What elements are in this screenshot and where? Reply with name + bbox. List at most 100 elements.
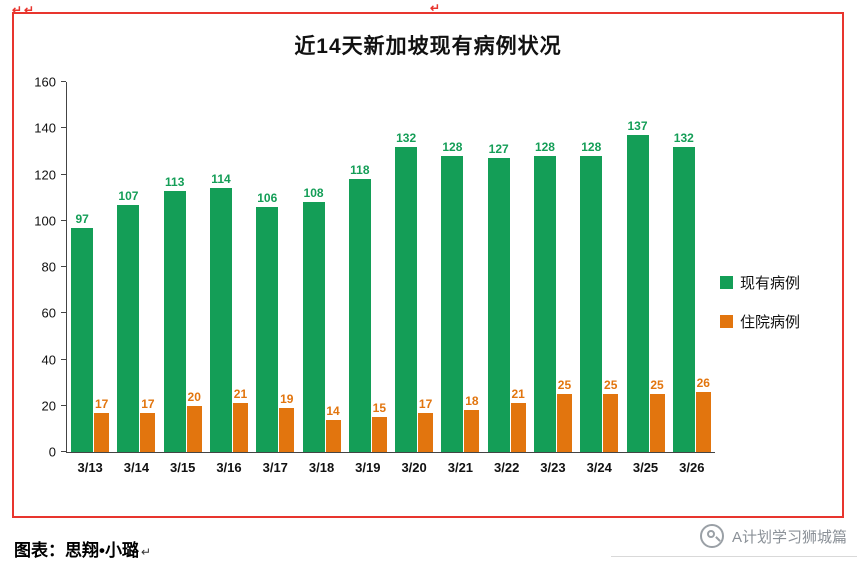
watermark-text: A计划学习狮城篇 <box>731 528 847 546</box>
y-tick-mark <box>61 173 66 175</box>
bar-value-label: 137 <box>627 119 648 134</box>
bar-group: 97 17 <box>67 82 113 452</box>
magnifier-handle-icon <box>715 536 721 542</box>
bar-现有病例: 132 <box>395 131 418 452</box>
bar-value-label: 14 <box>326 403 340 418</box>
bar-value-label: 97 <box>75 211 89 226</box>
y-tick-label: 80 <box>41 259 56 275</box>
y-tick-mark <box>61 127 66 129</box>
x-tick-label: 3/14 <box>123 460 150 475</box>
x-axis: 3/13 3/14 3/15 3/16 3/17 3/18 3/19 3/20 3/21 3/22… <box>67 460 715 475</box>
bar-value-label: 20 <box>187 389 201 404</box>
x-tick-label: 3/21 <box>447 460 474 475</box>
bar-value-label: 19 <box>280 392 294 407</box>
y-tick-label: 120 <box>34 167 56 182</box>
bar-value-label: 26 <box>696 375 710 390</box>
bar-group: 114 21 <box>206 82 252 452</box>
y-tick-label: 40 <box>41 352 56 367</box>
bar-group: 137 25 <box>622 82 668 452</box>
bar-住院病例: 17 <box>418 397 434 452</box>
x-tick-label: 3/22 <box>494 460 520 475</box>
bar-现有病例: 108 <box>302 186 325 452</box>
legend-label: 现有病例 <box>740 275 801 292</box>
bar-住院病例: 21 <box>510 387 526 452</box>
bar-group: 107 17 <box>113 82 159 452</box>
bar-value-label: 17 <box>418 396 433 411</box>
bar-group: 132 17 <box>391 82 437 452</box>
y-tick-mark <box>61 404 66 406</box>
y-tick-mark <box>61 266 66 267</box>
bar-value-label: 21 <box>233 387 248 402</box>
bar-住院病例: 26 <box>695 376 711 452</box>
bar-value-label: 113 <box>165 174 185 189</box>
legend-swatch-icon <box>720 315 733 328</box>
return-mark-icon: ↵ <box>430 1 441 15</box>
x-tick-label: 3/17 <box>262 460 288 475</box>
y-tick-label: 20 <box>41 398 56 414</box>
bar-group: 128 18 <box>437 82 483 452</box>
bar-住院病例: 20 <box>186 390 202 452</box>
bar-value-label: 118 <box>350 163 370 178</box>
bar-value-label: 25 <box>604 378 618 393</box>
bar-value-label: 15 <box>372 401 387 416</box>
x-tick-label: 3/20 <box>401 460 427 475</box>
bar-value-label: 128 <box>581 140 602 154</box>
x-tick-label: 3/19 <box>355 460 381 475</box>
bar-现有病例: 113 <box>163 175 186 452</box>
bar-group: 106 19 <box>252 82 298 452</box>
bar-现有病例: 106 <box>256 191 279 452</box>
bar-value-label: 128 <box>534 140 555 154</box>
plot-area: 97 17 107 17 113 20 114 21 106 19 108 14 118 15 132 17 1… <box>66 82 715 453</box>
x-tick-label: 3/13 <box>77 460 103 475</box>
bar-value-label: 21 <box>511 387 525 402</box>
watermark-divider <box>611 556 857 557</box>
y-tick-mark <box>61 358 66 360</box>
legend: 现有病例 住院病例 <box>720 272 800 332</box>
y-tick-mark <box>61 81 66 82</box>
y-tick-mark <box>61 312 66 314</box>
x-tick-label: 3/16 <box>216 460 242 475</box>
bar-group: 118 15 <box>345 82 391 452</box>
x-tick-label: 3/24 <box>586 460 612 475</box>
caption-label: 图表： <box>14 541 65 560</box>
watermark: A计划学习狮城篇 <box>699 524 847 548</box>
x-tick-label: 3/25 <box>632 460 659 475</box>
bar-现有病例: 107 <box>117 189 140 452</box>
y-tick-label: 0 <box>48 444 56 460</box>
magnifier-logo-icon <box>699 524 724 548</box>
chart-caption: 图表：思翔•小璐 ↵ <box>14 536 151 561</box>
y-tick-label: 60 <box>41 305 56 321</box>
bar-现有病例: 114 <box>209 172 232 452</box>
return-mark-icon: ↵ <box>24 3 35 17</box>
bar-value-label: 107 <box>118 188 139 203</box>
bar-value-label: 114 <box>211 172 231 187</box>
bar-value-label: 17 <box>94 396 109 411</box>
bar-住院病例: 17 <box>140 397 156 452</box>
bar-现有病例: 137 <box>626 119 649 452</box>
legend-swatch-icon <box>720 276 733 289</box>
return-mark-icon: ↵ <box>12 3 23 17</box>
x-tick-label: 3/26 <box>679 460 705 475</box>
return-mark-icon: ↵ <box>140 545 152 559</box>
bar-现有病例: 128 <box>441 140 464 452</box>
legend-label: 住院病例 <box>740 314 801 331</box>
bar-value-label: 18 <box>465 394 479 409</box>
bar-住院病例: 19 <box>279 392 295 452</box>
chart-frame: 近14天新加坡现有病例状况 0 20 40 60 80 100 120 140 160 97 17… <box>12 12 844 518</box>
y-axis: 0 20 40 60 80 100 120 140 160 <box>22 76 66 459</box>
caption-author: 思翔•小璐 <box>65 541 139 560</box>
bar-value-label: 132 <box>396 130 417 145</box>
bar-value-label: 132 <box>673 130 694 145</box>
legend-item: 现有病例 <box>720 272 800 293</box>
bar-住院病例: 21 <box>232 387 248 452</box>
bar-value-label: 106 <box>257 190 278 205</box>
bar-value-label: 25 <box>557 378 572 393</box>
bar-现有病例: 128 <box>533 140 556 452</box>
bar-group: 128 25 <box>576 82 622 452</box>
chart-title: 近14天新加坡现有病例状况 <box>294 35 562 58</box>
bar-住院病例: 25 <box>603 378 619 452</box>
bar-现有病例: 132 <box>672 131 695 452</box>
x-tick-label: 3/18 <box>308 460 335 475</box>
y-tick-mark <box>61 451 66 452</box>
bar-group: 128 25 <box>530 82 576 452</box>
